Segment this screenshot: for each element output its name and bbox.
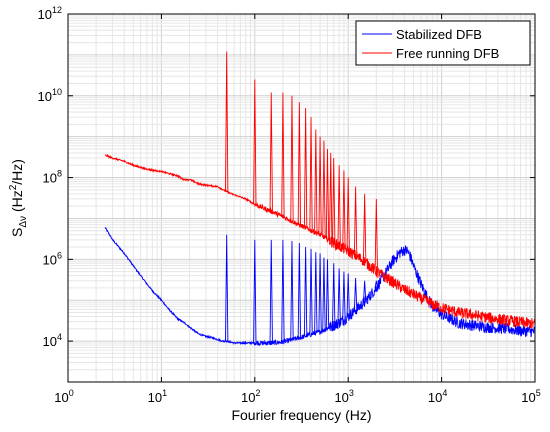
series-stabilized	[104, 227, 535, 347]
spectral-peak	[314, 129, 318, 233]
spectral-peak	[332, 263, 336, 326]
spectral-peak	[303, 108, 308, 228]
spectral-peak	[253, 79, 257, 205]
spectral-peak	[342, 271, 346, 320]
grid-lines	[68, 14, 535, 382]
spectral-peak	[325, 148, 330, 240]
spectral-peak	[303, 247, 308, 337]
spectral-peak	[290, 95, 294, 222]
series-line	[104, 153, 535, 329]
spectral-peak	[353, 186, 358, 256]
y-tick-labels: 104 106 108 1010 1012	[38, 5, 62, 349]
x-tick-label: 103	[334, 388, 353, 405]
y-axis-label-subscript: Δν	[18, 216, 29, 228]
y-axis-label-paren-close: /Hz)	[9, 159, 25, 185]
y-axis-label: SΔν (Hz2/Hz)	[8, 159, 29, 237]
spectral-peak	[290, 241, 294, 340]
axes-frame	[67, 13, 536, 383]
y-axis-label-superscript: 2	[8, 184, 19, 190]
y-tick-label: 1010	[38, 87, 62, 104]
spectral-peak	[362, 193, 367, 262]
series-layer	[104, 51, 535, 347]
y-tick-label: 108	[43, 169, 62, 186]
spectral-peak	[329, 152, 333, 242]
y-tick-label: 1012	[38, 5, 62, 22]
legend: Stabilized DFB Free running DFB	[355, 20, 531, 66]
spectral-peak	[281, 92, 285, 217]
spectral-peak	[374, 280, 378, 288]
axis-ticks	[67, 13, 536, 382]
spectral-peak	[346, 273, 350, 317]
spectral-peak	[374, 198, 378, 272]
spectral-peak	[362, 280, 367, 303]
x-tick-label: 101	[148, 388, 167, 405]
y-tick-label: 104	[43, 332, 62, 349]
spectral-peak	[346, 177, 350, 251]
spectral-peak	[318, 136, 322, 235]
series-free-running	[104, 51, 535, 329]
spectral-peak	[225, 234, 229, 342]
spectral-peak	[337, 165, 341, 247]
spectral-peak	[337, 268, 341, 323]
spectral-peak	[342, 170, 346, 249]
spectral-peak	[269, 239, 273, 343]
y-axis-label-main: S	[9, 228, 25, 237]
y-axis-label-paren-open: (Hz	[9, 190, 25, 216]
spectral-peak	[297, 243, 302, 338]
spectral-peak	[309, 248, 313, 335]
spectral-peak	[322, 140, 326, 238]
series-line	[104, 227, 535, 347]
x-tick-label: 100	[54, 388, 73, 405]
legend-label-stabilized: Stabilized DFB	[396, 27, 482, 42]
spectral-peak	[314, 252, 318, 333]
spectral-peak	[325, 259, 330, 329]
spectral-peak	[309, 117, 313, 231]
spectral-peak	[322, 257, 326, 330]
spectral-peak	[225, 51, 229, 192]
spectral-peak	[297, 102, 302, 225]
legend-box	[355, 20, 531, 66]
x-tick-label: 105	[521, 388, 540, 405]
spectral-peak	[353, 277, 358, 311]
x-tick-label: 104	[428, 388, 447, 405]
y-tick-label: 106	[43, 250, 62, 267]
spectral-peak	[253, 239, 257, 343]
spectral-peak	[269, 92, 273, 212]
spectral-peak	[332, 158, 336, 244]
x-tick-label: 102	[241, 388, 260, 405]
legend-label-free-running: Free running DFB	[396, 46, 499, 61]
spectral-peak	[281, 239, 285, 343]
x-tick-labels: 100 101 102 103 104 105	[54, 388, 540, 405]
spectral-peak	[318, 253, 322, 332]
x-axis-label: Fourier frequency (Hz)	[231, 407, 371, 423]
